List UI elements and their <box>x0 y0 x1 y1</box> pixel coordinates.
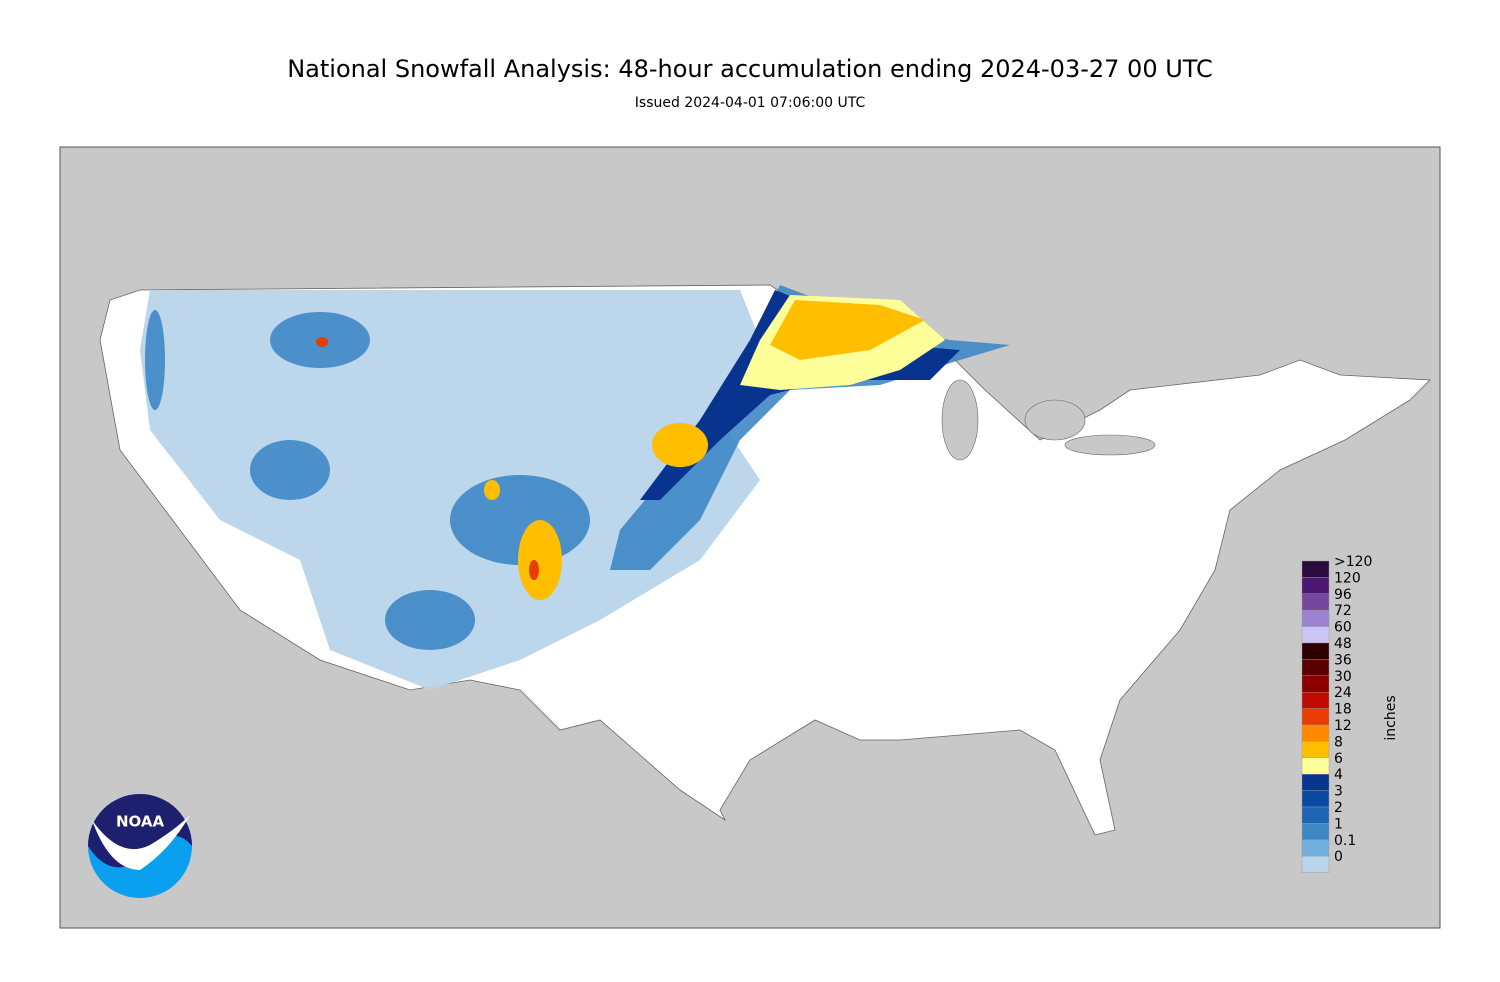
legend-swatch <box>1301 790 1330 808</box>
legend-label: 60 <box>1334 620 1352 636</box>
legend-label: 30 <box>1334 669 1352 685</box>
legend-swatch <box>1301 757 1330 775</box>
legend-label: 48 <box>1334 636 1352 652</box>
legend-swatch <box>1301 626 1330 644</box>
legend-swatch <box>1301 642 1330 660</box>
legend-label: 6 <box>1334 751 1343 767</box>
legend-swatch <box>1301 839 1330 857</box>
legend-label: 96 <box>1334 587 1352 603</box>
legend-swatch <box>1301 675 1330 693</box>
legend-label: 2 <box>1334 800 1343 816</box>
legend-label: 24 <box>1334 685 1352 701</box>
legend-label: 72 <box>1334 603 1352 619</box>
legend-swatch <box>1301 577 1330 595</box>
legend-label: 36 <box>1334 652 1352 668</box>
legend-swatch <box>1301 741 1330 759</box>
legend-swatch <box>1301 774 1330 791</box>
legend-label: 12 <box>1334 718 1352 734</box>
title: National Snowfall Analysis: 48-hour accu… <box>287 55 1213 83</box>
legend-swatch <box>1301 692 1330 709</box>
legend-unit: inches <box>1383 695 1399 740</box>
legend-label: 3 <box>1334 784 1343 800</box>
legend-swatch <box>1301 610 1330 627</box>
legend-label: 0.1 <box>1334 833 1356 849</box>
legend-swatch <box>1301 659 1330 677</box>
legend-label: 18 <box>1334 702 1352 718</box>
map <box>59 146 1441 929</box>
legend-swatch <box>1301 560 1330 578</box>
noaa-logo: NOAA <box>88 794 192 898</box>
legend-label: 8 <box>1334 734 1343 750</box>
legend-label: 120 <box>1334 570 1361 586</box>
legend-label: >120 <box>1334 554 1372 570</box>
legend-swatch <box>1301 823 1330 841</box>
legend-label: 0 <box>1334 849 1343 865</box>
legend-label: 4 <box>1334 767 1343 783</box>
subtitle: Issued 2024-04-01 07:06:00 UTC <box>635 95 866 111</box>
legend-label: 1 <box>1334 816 1343 832</box>
legend-swatch <box>1301 593 1330 611</box>
legend-swatch <box>1301 708 1330 726</box>
legend-swatch <box>1301 856 1330 873</box>
legend-swatch <box>1301 806 1330 824</box>
logo-text: NOAA <box>116 813 165 831</box>
legend-swatch <box>1301 724 1330 742</box>
